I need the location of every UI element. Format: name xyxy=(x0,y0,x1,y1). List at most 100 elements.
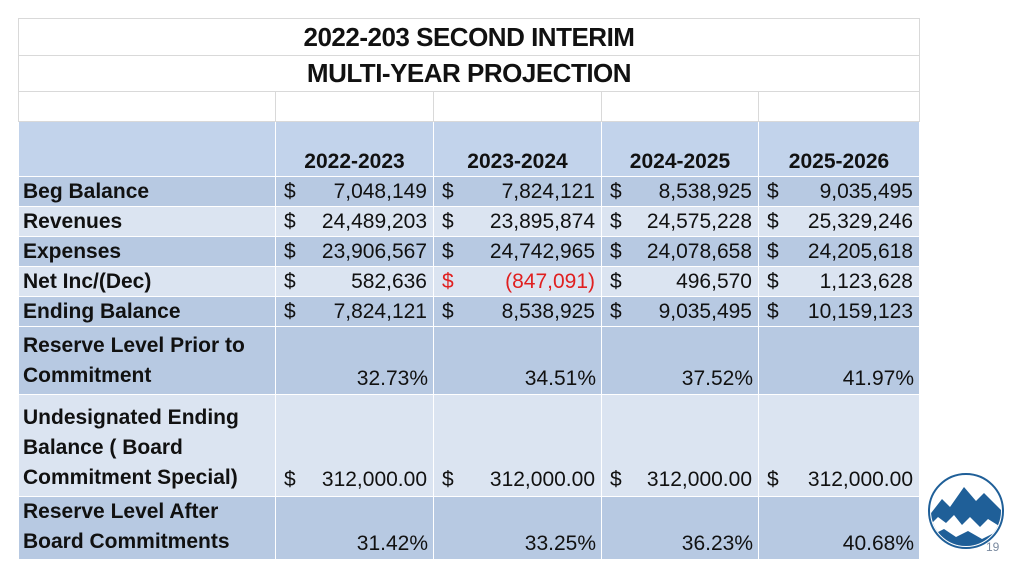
table-row: Reserve Level After Board Commitments 31… xyxy=(18,496,920,560)
row-label-line: Board Commitments xyxy=(23,530,230,553)
currency-sign: $ xyxy=(284,209,296,233)
currency-sign: $ xyxy=(767,299,779,323)
table-row: Reserve Level Prior to Commitment 32.73%… xyxy=(18,326,920,395)
value-cell: $10,159,123 xyxy=(758,296,920,327)
value-cell: $7,824,121 xyxy=(433,176,602,207)
currency-sign: $ xyxy=(442,299,454,323)
value: 312,000.00 xyxy=(807,468,913,491)
title-line-2: MULTI-YEAR PROJECTION xyxy=(18,55,920,92)
currency-sign: $ xyxy=(610,239,622,263)
value-cell: $24,078,658 xyxy=(601,236,759,267)
currency-sign: $ xyxy=(610,179,622,203)
percent-cell: 32.73% xyxy=(275,326,434,395)
percent-cell: 41.97% xyxy=(758,326,920,395)
value-cell-negative: $ (847,091) xyxy=(433,266,602,297)
value: 7,048,149 xyxy=(333,179,427,203)
table-row: Net Inc/(Dec) $582,636 $ (847,091) $496,5… xyxy=(18,266,920,297)
value-cell: $24,575,228 xyxy=(601,206,759,237)
projection-table: 2022-203 SECOND INTERIM MULTI-YEAR PROJE… xyxy=(18,18,920,560)
value-cell: $7,824,121 xyxy=(275,296,434,327)
value: 23,895,874 xyxy=(489,209,595,233)
value: 23,906,567 xyxy=(321,239,427,263)
currency-sign: $ xyxy=(767,239,779,263)
value-cell: $312,000.00 xyxy=(758,394,920,497)
value: 9,035,495 xyxy=(819,179,913,203)
row-label: Revenues xyxy=(18,206,276,237)
percent-cell: 37.52% xyxy=(601,326,759,395)
currency-sign: $ xyxy=(284,299,296,323)
currency-sign: $ xyxy=(767,269,779,293)
currency-sign: $ xyxy=(767,209,779,233)
row-label-line: Commitment xyxy=(23,364,152,387)
value-cell: $9,035,495 xyxy=(601,296,759,327)
percent-cell: 40.68% xyxy=(758,496,920,560)
year-header: 2023-2024 xyxy=(433,121,602,177)
value: 10,159,123 xyxy=(807,299,913,323)
row-label-line: Commitment Special) xyxy=(23,466,238,489)
value-cell: $582,636 xyxy=(275,266,434,297)
value: 496,570 xyxy=(676,269,752,293)
row-label: Reserve Level Prior to Commitment xyxy=(18,326,276,395)
row-label: Undesignated Ending Balance ( Board Comm… xyxy=(18,394,276,497)
value-cell: $1,123,628 xyxy=(758,266,920,297)
row-label: Expenses xyxy=(18,236,276,267)
value-cell: $312,000.00 xyxy=(433,394,602,497)
value: 8,538,925 xyxy=(501,299,595,323)
header-empty xyxy=(18,121,276,177)
currency-sign: $ xyxy=(284,468,296,491)
currency-sign: $ xyxy=(442,239,454,263)
value-cell: $8,538,925 xyxy=(601,176,759,207)
percent-cell: 31.42% xyxy=(275,496,434,560)
year-header: 2025-2026 xyxy=(758,121,920,177)
currency-sign: $ xyxy=(284,179,296,203)
value-cell: $312,000.00 xyxy=(275,394,434,497)
value-cell: $312,000.00 xyxy=(601,394,759,497)
value-cell: $9,035,495 xyxy=(758,176,920,207)
currency-sign: $ xyxy=(442,179,454,203)
currency-sign: $ xyxy=(610,468,622,491)
value: 24,742,965 xyxy=(489,239,595,263)
currency-sign: $ xyxy=(284,269,296,293)
currency-sign: $ xyxy=(610,269,622,293)
year-header: 2024-2025 xyxy=(601,121,759,177)
value-cell: $25,329,246 xyxy=(758,206,920,237)
value: 582,636 xyxy=(351,269,427,293)
row-label-line: Reserve Level After xyxy=(23,500,219,523)
currency-sign: $ xyxy=(610,209,622,233)
page-number: 19 xyxy=(986,540,1000,554)
row-label: Net Inc/(Dec) xyxy=(18,266,276,297)
row-label-line: Balance ( Board xyxy=(23,436,183,459)
percent-cell: 33.25% xyxy=(433,496,602,560)
value-cell: $24,489,203 xyxy=(275,206,434,237)
value: 1,123,628 xyxy=(819,269,913,293)
table-row: Beg Balance $7,048,149 $7,824,121 $8,538… xyxy=(18,176,920,207)
table-row: Revenues $24,489,203 $23,895,874 $24,575… xyxy=(18,206,920,237)
projection-table-wrap: 2022-203 SECOND INTERIM MULTI-YEAR PROJE… xyxy=(18,18,920,560)
value-cell: $7,048,149 xyxy=(275,176,434,207)
blank-cell xyxy=(18,91,276,122)
value: 8,538,925 xyxy=(658,179,752,203)
blank-cell xyxy=(758,91,920,122)
row-label: Reserve Level After Board Commitments xyxy=(18,496,276,560)
value: 24,575,228 xyxy=(646,209,752,233)
value: 24,078,658 xyxy=(646,239,752,263)
row-label: Beg Balance xyxy=(18,176,276,207)
percent-cell: 34.51% xyxy=(433,326,602,395)
value: 7,824,121 xyxy=(501,179,595,203)
value: 312,000.00 xyxy=(646,468,752,491)
currency-sign: $ xyxy=(610,299,622,323)
value-cell: $24,742,965 xyxy=(433,236,602,267)
value: (847,091) xyxy=(505,269,595,293)
value: 24,489,203 xyxy=(321,209,427,233)
value-cell: $23,906,567 xyxy=(275,236,434,267)
currency-sign: $ xyxy=(767,468,779,491)
blank-cell xyxy=(601,91,759,122)
currency-sign: $ xyxy=(442,468,454,491)
table-row: Expenses $23,906,567 $24,742,965 $24,078… xyxy=(18,236,920,267)
currency-sign: $ xyxy=(767,179,779,203)
blank-cell xyxy=(275,91,434,122)
currency-sign: $ xyxy=(442,269,454,293)
value: 7,824,121 xyxy=(333,299,427,323)
percent-cell: 36.23% xyxy=(601,496,759,560)
value-cell: $24,205,618 xyxy=(758,236,920,267)
